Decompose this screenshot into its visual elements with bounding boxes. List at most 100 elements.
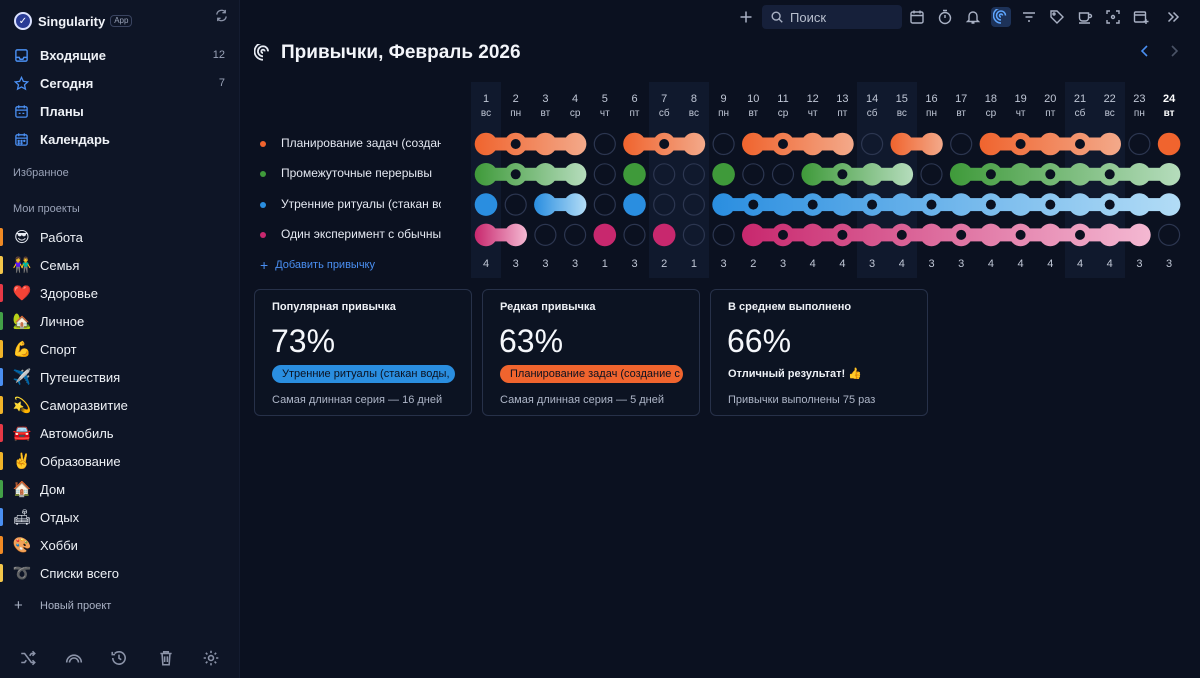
next-month-button[interactable] xyxy=(1169,44,1179,61)
habit-day-done[interactable] xyxy=(742,193,765,216)
notifications-button[interactable] xyxy=(963,7,983,27)
add-habit-button[interactable]: + Добавить привычку xyxy=(260,257,375,273)
habit-day-done[interactable] xyxy=(831,193,854,216)
habit-day-done[interactable] xyxy=(831,223,854,247)
habit-day-done[interactable] xyxy=(1068,223,1092,247)
habit-day-done[interactable] xyxy=(1157,163,1181,186)
habit-day-done[interactable] xyxy=(949,193,973,216)
habit-day-done[interactable] xyxy=(1039,132,1062,156)
habit-day-done[interactable] xyxy=(742,223,765,247)
habit-day-done[interactable] xyxy=(504,163,527,186)
habit-day-done[interactable] xyxy=(949,163,973,186)
habits-button[interactable] xyxy=(991,7,1011,27)
nav-plans[interactable]: Планы xyxy=(0,99,240,123)
project-item[interactable]: 🎨 Хобби xyxy=(0,533,240,557)
habit-day-done[interactable] xyxy=(623,163,646,186)
habit-day-done[interactable] xyxy=(563,193,587,216)
habit-day-done[interactable] xyxy=(652,223,676,247)
habit-day-done[interactable] xyxy=(1009,163,1032,186)
habit-name[interactable]: Планирование задач (создание с xyxy=(281,136,441,150)
habit-day-done[interactable] xyxy=(563,163,587,186)
habit-day-done[interactable] xyxy=(534,163,557,186)
habit-day-done[interactable] xyxy=(1039,193,1062,216)
habit-day-done[interactable] xyxy=(1157,193,1181,216)
habit-day-done[interactable] xyxy=(1039,223,1062,247)
habit-day-done[interactable] xyxy=(890,223,914,247)
project-item[interactable]: 🏡 Личное xyxy=(0,309,240,333)
habit-day-empty[interactable] xyxy=(653,193,676,216)
prev-month-button[interactable] xyxy=(1140,44,1150,61)
habit-day-done[interactable] xyxy=(1128,193,1151,216)
focus-button[interactable] xyxy=(1103,7,1123,27)
habit-day-done[interactable] xyxy=(652,132,676,156)
break-button[interactable] xyxy=(1075,7,1095,27)
project-item[interactable]: 👫 Семья xyxy=(0,253,240,277)
habit-day-empty[interactable] xyxy=(593,163,616,186)
habit-day-done[interactable] xyxy=(949,223,973,247)
search-input[interactable] xyxy=(790,9,900,25)
habit-day-empty[interactable] xyxy=(682,193,706,216)
sync-icon[interactable] xyxy=(214,8,229,27)
habit-day-done[interactable] xyxy=(504,223,527,247)
habit-day-done[interactable] xyxy=(771,193,795,216)
habit-day-empty[interactable] xyxy=(623,223,646,246)
new-window-button[interactable] xyxy=(1131,7,1151,27)
habit-day-done[interactable] xyxy=(623,193,646,216)
habit-day-done[interactable] xyxy=(1098,163,1121,186)
habit-day-done[interactable] xyxy=(920,223,943,247)
habit-day-empty[interactable] xyxy=(860,132,884,156)
habit-day-done[interactable] xyxy=(831,163,854,186)
habit-day-done[interactable] xyxy=(1009,132,1032,156)
nav-today[interactable]: Сегодня 7 xyxy=(0,71,240,95)
project-item[interactable]: 💪 Спорт xyxy=(0,337,240,361)
habit-day-done[interactable] xyxy=(742,132,765,156)
project-item[interactable]: 🚘 Автомобиль xyxy=(0,421,240,445)
filter-button[interactable] xyxy=(1019,7,1039,27)
habit-day-done[interactable] xyxy=(771,223,795,247)
project-item[interactable]: ❤️ Здоровье xyxy=(0,281,240,305)
habit-day-done[interactable] xyxy=(682,132,706,156)
search-box[interactable] xyxy=(762,5,902,29)
habit-day-empty[interactable] xyxy=(682,163,706,186)
new-project-button[interactable]: + Новый проект xyxy=(14,597,111,614)
habit-day-done[interactable] xyxy=(563,132,587,156)
habit-day-done[interactable] xyxy=(474,132,498,156)
habit-day-empty[interactable] xyxy=(563,223,587,246)
project-item[interactable]: ➰ Списки всего xyxy=(0,561,240,585)
habit-day-done[interactable] xyxy=(801,132,824,156)
habit-day-done[interactable] xyxy=(1128,223,1151,247)
popular-habit-card[interactable]: Популярная привычка 73% Утренние ритуалы… xyxy=(254,289,472,416)
habit-day-empty[interactable] xyxy=(1157,223,1181,246)
habit-day-done[interactable] xyxy=(534,193,557,216)
average-completion-card[interactable]: В среднем выполнено 66% Отличный результ… xyxy=(710,289,928,416)
habit-name[interactable]: Один эксперимент с обычным xyxy=(281,226,441,241)
habit-day-empty[interactable] xyxy=(712,132,735,156)
habit-day-empty[interactable] xyxy=(534,223,557,246)
habit-day-done[interactable] xyxy=(979,223,1003,247)
habit-day-done[interactable] xyxy=(474,193,498,216)
project-item[interactable]: ✌️ Образование xyxy=(0,449,240,473)
habit-day-done[interactable] xyxy=(534,132,557,156)
nav-calendar[interactable]: Календарь xyxy=(0,127,240,151)
nav-inbox[interactable]: Входящие 12 xyxy=(0,43,240,67)
habit-day-done[interactable] xyxy=(771,132,795,156)
habit-day-done[interactable] xyxy=(860,223,884,247)
habit-day-empty[interactable] xyxy=(682,223,706,246)
habit-day-done[interactable] xyxy=(979,132,1003,156)
habit-day-done[interactable] xyxy=(979,163,1003,186)
habit-day-done[interactable] xyxy=(1039,163,1062,186)
habit-day-done[interactable] xyxy=(1128,163,1151,186)
project-item[interactable]: 🏠 Дом xyxy=(0,477,240,501)
habit-day-done[interactable] xyxy=(831,132,854,156)
habit-day-done[interactable] xyxy=(1098,193,1121,216)
habit-day-done[interactable] xyxy=(890,193,914,216)
timer-button[interactable] xyxy=(935,7,955,27)
habit-day-done[interactable] xyxy=(474,163,498,186)
project-item[interactable]: 🛋 Отдых xyxy=(0,505,240,529)
habit-day-done[interactable] xyxy=(474,223,498,247)
habit-day-done[interactable] xyxy=(1009,223,1032,247)
habit-day-empty[interactable] xyxy=(712,223,735,246)
habit-day-empty[interactable] xyxy=(920,163,943,186)
habit-day-done[interactable] xyxy=(593,223,617,247)
habit-day-empty[interactable] xyxy=(1128,132,1151,156)
